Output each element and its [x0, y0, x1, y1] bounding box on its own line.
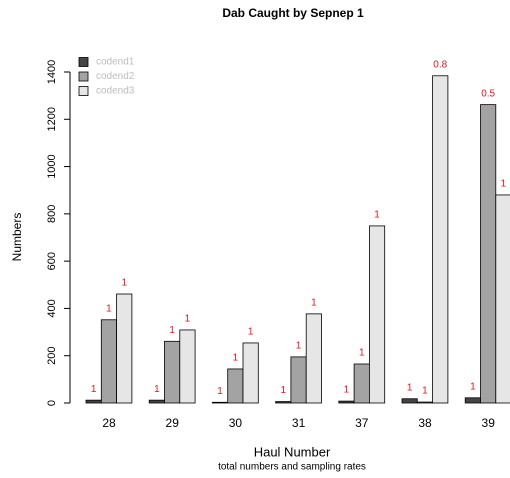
bar	[275, 401, 292, 404]
y-tick-label: 200	[46, 347, 58, 365]
rate-label: 1	[233, 353, 239, 364]
x-axis-title: Haul Number	[254, 444, 331, 459]
legend-label: codend3	[96, 86, 135, 97]
rate-label: 1	[217, 386, 223, 397]
rate-label: 1	[248, 327, 254, 338]
bar	[432, 75, 449, 404]
x-tick-label: 31	[292, 416, 306, 430]
legend-swatch	[78, 71, 89, 82]
rate-label: 1	[185, 314, 191, 325]
bar	[242, 342, 259, 404]
x-tick-label: 39	[482, 416, 496, 430]
y-tick-label: 600	[46, 252, 58, 270]
bar	[416, 401, 433, 404]
bar	[116, 293, 133, 404]
y-tick-label: 800	[46, 205, 58, 223]
subtitle: total numbers and sampling rates	[218, 462, 366, 473]
rate-label: 1	[359, 348, 365, 359]
legend-swatch	[78, 86, 89, 96]
x-tick-label: 37	[355, 416, 369, 430]
rate-label: 0.5	[481, 88, 495, 99]
rate-label: 1	[344, 385, 350, 396]
y-tick-label: 1000	[46, 154, 58, 178]
rate-label: 1	[106, 303, 112, 314]
bar	[480, 104, 497, 404]
bar	[290, 356, 307, 404]
bar	[164, 340, 181, 404]
bar	[401, 398, 418, 404]
bar	[100, 319, 118, 404]
bar	[148, 399, 165, 404]
chart-title: Dab Caught by Sepnep 1	[222, 6, 364, 20]
y-axis-title: Numbers	[10, 213, 24, 262]
y-tick-label: 1200	[46, 107, 58, 131]
y-tick-label: 400	[46, 299, 58, 317]
y-tick-label: 0	[46, 400, 58, 406]
x-tick-label: 28	[102, 416, 116, 430]
rate-label: 1	[311, 298, 317, 309]
bar	[464, 397, 481, 404]
x-tick-label: 29	[166, 416, 180, 430]
rate-label: 1	[470, 381, 476, 392]
rate-label: 1	[422, 386, 428, 397]
rate-label: 0.8	[433, 59, 447, 70]
rate-label: 1	[374, 210, 380, 221]
rate-label: 1	[280, 385, 286, 396]
bar	[353, 363, 370, 404]
rate-label: 1	[296, 341, 302, 352]
bar	[495, 194, 510, 404]
rate-label: 1	[121, 278, 127, 289]
legend-label: codend2	[96, 71, 135, 82]
bar	[85, 399, 102, 404]
y-tick-label: 1400	[46, 60, 58, 84]
bar	[338, 400, 355, 404]
bar	[305, 313, 322, 404]
rate-label: 1	[91, 384, 97, 395]
bar	[368, 225, 386, 404]
x-tick-label: 38	[418, 416, 432, 430]
legend-swatch	[78, 57, 89, 67]
x-tick-label: 30	[229, 416, 243, 430]
rate-label: 1	[501, 179, 507, 190]
rate-label: 1	[169, 325, 175, 336]
bar	[211, 401, 229, 404]
bar	[179, 329, 196, 404]
legend-label: codend1	[96, 57, 135, 68]
bar	[227, 368, 244, 404]
rate-label: 1	[407, 382, 413, 393]
rate-label: 1	[154, 384, 160, 395]
